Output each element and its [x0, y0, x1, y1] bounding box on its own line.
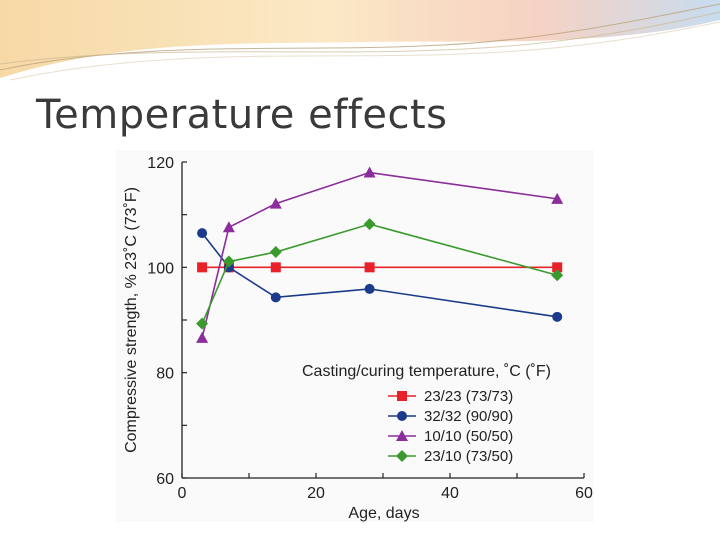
line-chart: 60 80 100 120 0 20 40 60 Compressive strength, …	[123, 155, 593, 522]
data-point	[196, 317, 209, 330]
series-1	[197, 262, 563, 273]
x-tick-label: 20	[307, 485, 325, 502]
data-point	[364, 262, 375, 273]
x-tick-label: 0	[178, 485, 187, 502]
data-point	[222, 255, 235, 268]
legend-label: 23/10 (73/50)	[424, 448, 513, 465]
legend: Casting/curing temperature, ˚C (˚F) 23/2…	[302, 363, 551, 465]
y-axis-title: Compressive strength, % 23˚C (73˚F)	[123, 187, 140, 453]
legend-item: 23/10 (73/50)	[388, 448, 513, 465]
series-layer	[196, 166, 564, 343]
data-point	[552, 262, 563, 273]
axes: 60 80 100 120 0 20 40 60	[147, 155, 593, 502]
y-tick-label: 100	[147, 260, 174, 277]
decorative-banner	[0, 0, 720, 81]
y-tick-label: 60	[156, 471, 174, 488]
data-point	[363, 218, 376, 231]
series-4	[196, 218, 564, 330]
data-point	[551, 192, 564, 204]
chart-figure: 60 80 100 120 0 20 40 60 Compressive strength, …	[116, 150, 594, 522]
legend-marker	[397, 391, 407, 401]
y-tick-label: 120	[147, 155, 174, 172]
data-point	[364, 283, 375, 294]
x-axis-title: Age, days	[348, 505, 419, 522]
data-point	[270, 262, 281, 273]
data-point	[269, 197, 282, 209]
legend-label: 10/10 (50/50)	[424, 428, 513, 445]
x-tick-label: 40	[441, 485, 459, 502]
legend-marker	[396, 430, 408, 441]
legend-marker	[397, 411, 407, 421]
legend-item: 32/32 (90/90)	[388, 408, 513, 425]
slide-title: Temperature effects	[36, 92, 448, 138]
data-point	[222, 221, 235, 233]
x-tick-label: 60	[575, 485, 593, 502]
data-point	[552, 311, 563, 322]
legend-item: 23/23 (73/73)	[388, 388, 513, 405]
data-point	[197, 262, 208, 273]
y-tick-label: 80	[156, 366, 174, 383]
data-point	[270, 292, 281, 303]
data-point	[196, 331, 209, 343]
legend-items: 23/23 (73/73) 32/32 (90/90) 10/10 (50/50) 2…	[388, 388, 513, 465]
legend-title: Casting/curing temperature, ˚C (˚F)	[302, 363, 551, 380]
data-point	[551, 269, 564, 282]
data-point	[197, 228, 208, 239]
legend-item: 10/10 (50/50)	[388, 428, 513, 445]
legend-label: 23/23 (73/73)	[424, 388, 513, 405]
series-line	[201, 171, 558, 339]
legend-marker	[396, 450, 408, 462]
series-line	[201, 232, 558, 318]
data-point	[269, 246, 282, 259]
data-point	[363, 166, 376, 178]
series-2	[197, 228, 563, 322]
series-3	[196, 166, 564, 343]
legend-label: 32/32 (90/90)	[424, 408, 513, 425]
